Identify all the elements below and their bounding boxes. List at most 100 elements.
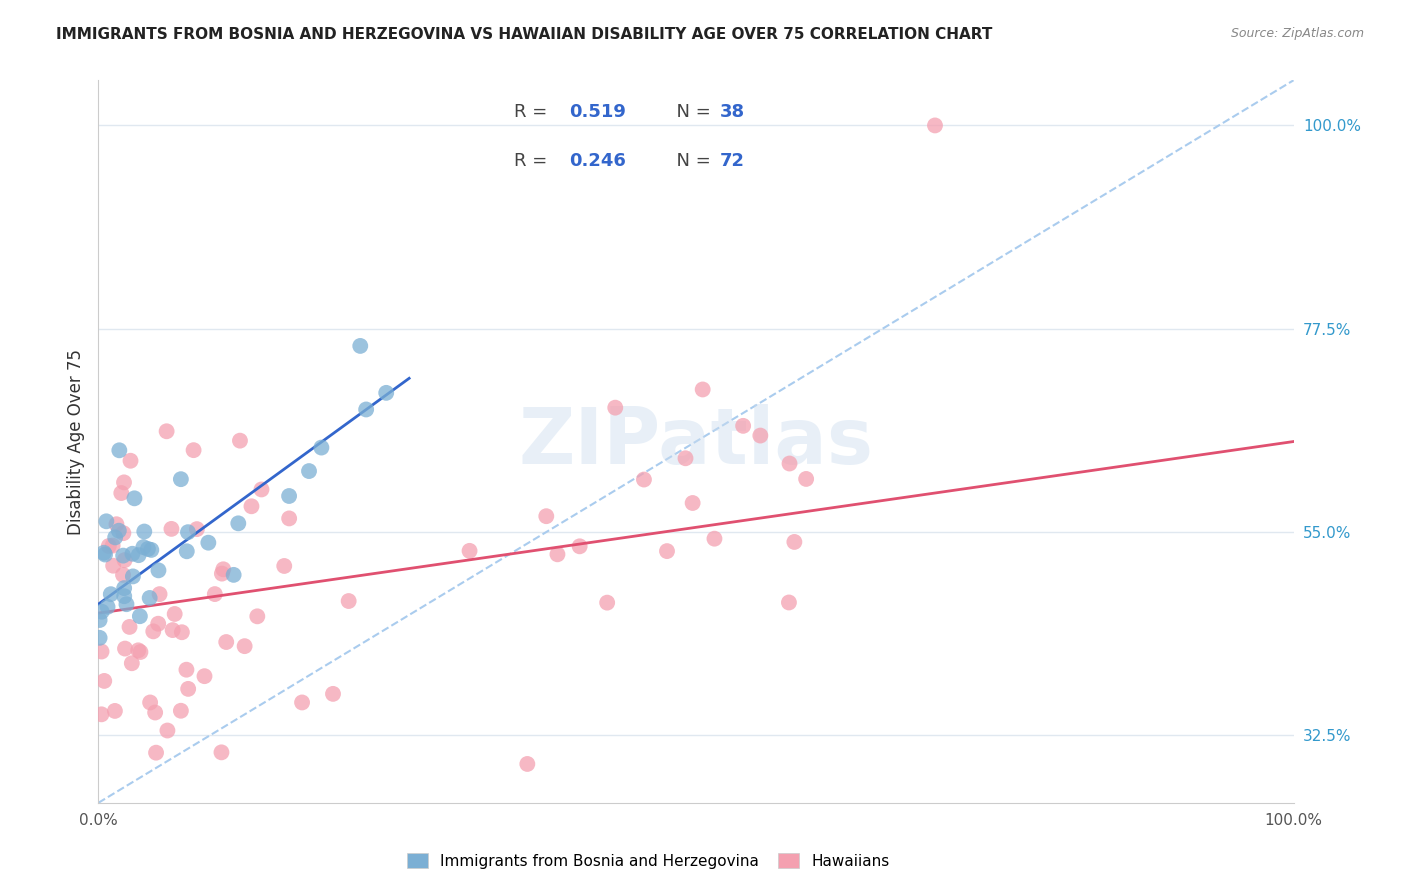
- Point: [112, 581, 135, 595]
- Point: [134, 524, 156, 539]
- Point: [148, 587, 170, 601]
- Point: [160, 522, 183, 536]
- Point: [93, 673, 115, 688]
- Point: [246, 609, 269, 624]
- Point: [278, 511, 301, 525]
- Point: [226, 516, 249, 531]
- Point: [96, 599, 118, 614]
- Point: [90, 644, 112, 658]
- Point: [924, 119, 946, 133]
- Point: [108, 524, 131, 538]
- Point: [193, 669, 215, 683]
- Point: [778, 595, 800, 609]
- Point: [138, 591, 160, 605]
- Point: [337, 594, 360, 608]
- Point: [211, 745, 233, 759]
- Point: [101, 558, 124, 573]
- Point: [211, 566, 233, 581]
- Point: [170, 625, 193, 640]
- Point: [458, 544, 481, 558]
- Point: [183, 443, 205, 458]
- Point: [128, 548, 150, 562]
- Point: [128, 609, 150, 624]
- Point: [122, 569, 145, 583]
- Point: [156, 723, 179, 738]
- Y-axis label: Disability Age Over 75: Disability Age Over 75: [66, 349, 84, 534]
- Text: R =: R =: [515, 103, 554, 121]
- Point: [354, 402, 377, 417]
- Point: [177, 525, 200, 540]
- Point: [794, 472, 817, 486]
- Point: [89, 613, 111, 627]
- Point: [143, 706, 166, 720]
- Point: [114, 641, 136, 656]
- Point: [115, 597, 138, 611]
- Point: [97, 539, 120, 553]
- Point: [322, 687, 344, 701]
- Point: [101, 539, 124, 553]
- Text: 38: 38: [720, 103, 745, 121]
- Point: [233, 639, 256, 653]
- Text: R =: R =: [515, 152, 554, 169]
- Text: Source: ZipAtlas.com: Source: ZipAtlas.com: [1230, 27, 1364, 40]
- Point: [375, 385, 398, 400]
- Point: [114, 553, 136, 567]
- Point: [222, 567, 245, 582]
- Point: [197, 535, 219, 549]
- Point: [124, 491, 146, 506]
- Point: [298, 464, 321, 478]
- Point: [129, 645, 152, 659]
- Text: 0.246: 0.246: [569, 152, 626, 169]
- Point: [204, 587, 226, 601]
- Point: [112, 549, 135, 563]
- Point: [112, 589, 135, 603]
- Point: [536, 509, 558, 524]
- Point: [100, 587, 122, 601]
- Point: [141, 542, 163, 557]
- Point: [163, 607, 186, 621]
- Point: [212, 562, 235, 576]
- Point: [675, 451, 697, 466]
- Point: [118, 620, 141, 634]
- Point: [779, 457, 801, 471]
- Point: [104, 530, 127, 544]
- Text: N =: N =: [665, 103, 717, 121]
- Point: [349, 339, 371, 353]
- Point: [703, 532, 725, 546]
- Point: [90, 707, 112, 722]
- Text: ZIPatlas: ZIPatlas: [519, 403, 873, 480]
- Point: [127, 643, 149, 657]
- Point: [156, 424, 179, 438]
- Point: [176, 544, 198, 558]
- Point: [273, 559, 295, 574]
- Point: [291, 696, 314, 710]
- Point: [177, 681, 200, 696]
- Point: [655, 544, 678, 558]
- Point: [112, 526, 135, 541]
- Point: [186, 522, 208, 536]
- Point: [145, 746, 167, 760]
- Point: [278, 489, 301, 503]
- Point: [596, 596, 619, 610]
- Point: [136, 541, 159, 556]
- Point: [170, 472, 193, 486]
- Point: [240, 500, 263, 514]
- Point: [96, 514, 118, 528]
- Point: [568, 539, 591, 553]
- Text: IMMIGRANTS FROM BOSNIA AND HERZEGOVINA VS HAWAIIAN DISABILITY AGE OVER 75 CORREL: IMMIGRANTS FROM BOSNIA AND HERZEGOVINA V…: [56, 27, 993, 42]
- Point: [733, 418, 755, 433]
- Text: 0.519: 0.519: [569, 103, 626, 121]
- Point: [142, 624, 165, 639]
- Point: [148, 563, 170, 577]
- Point: [162, 623, 184, 637]
- Point: [176, 663, 198, 677]
- Legend: Immigrants from Bosnia and Herzegovina, Hawaiians: Immigrants from Bosnia and Herzegovina, …: [401, 847, 896, 875]
- Point: [121, 547, 143, 561]
- Point: [229, 434, 252, 448]
- Point: [112, 475, 135, 490]
- Point: [139, 696, 162, 710]
- Point: [121, 657, 143, 671]
- Point: [148, 616, 170, 631]
- Point: [110, 486, 132, 500]
- Point: [104, 704, 127, 718]
